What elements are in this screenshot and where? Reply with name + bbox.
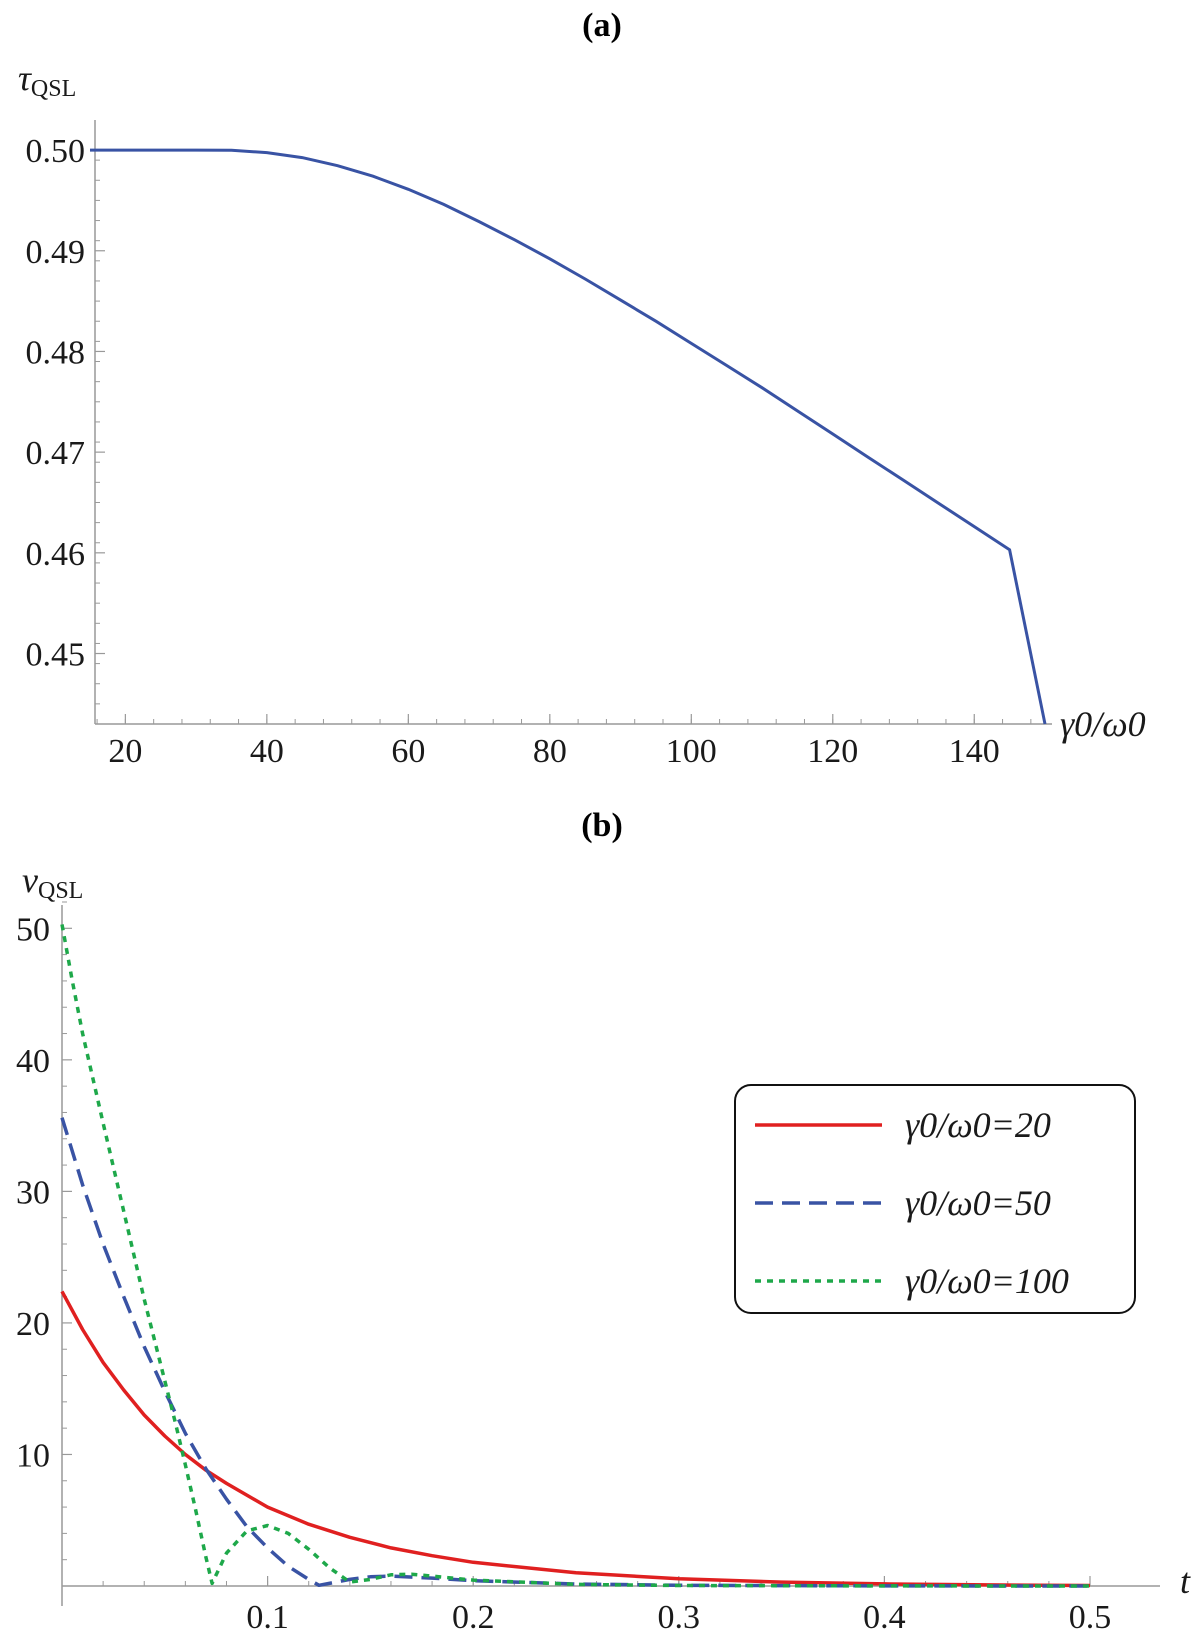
panel-a-x-tick-label: 100 [666,733,717,770]
panel-a-x-tick-label: 120 [807,733,858,770]
panel-a-x-tick-label: 40 [250,733,284,770]
panel-b-x-tick-label: 0.5 [1069,1599,1112,1636]
panel-b-y-tick-label: 20 [16,1306,50,1343]
panel-a-x-tick-label: 60 [391,733,425,770]
panel-b-series-line-3 [60,924,1091,1588]
panel-b-x-tick-label: 0.1 [246,1599,289,1636]
panel-a-ylabel: τQSL [18,58,76,102]
panel-b-x-tick-label: 0.4 [863,1599,906,1636]
panel-b-y-tick-label: 40 [16,1043,50,1080]
panel-a-y-tick-label: 0.45 [26,637,86,674]
panel-a-xlabel: γ0/ω0 [1060,704,1146,744]
panel-a-label: (a) [582,7,622,44]
panel-a-x-tick-label: 140 [949,733,1000,770]
panel-b-series [60,924,1091,1588]
panel-b-series-line-2 [60,1117,1091,1588]
panel-a-axes: 0.45 0.46 0.47 0.48 0.49 0.50 20 40 60 80 100 120 14… [26,120,1052,770]
panel-a-y-tick-label: 0.47 [26,435,86,472]
panel-b: (b) vQSL 10 20 30 40 50 0.1 0.2 0.3 0.4 0.5 t γ0/… [16,807,1191,1636]
panel-b-y-tick-label: 30 [16,1174,50,1211]
panel-b-x-tick-label: 0.2 [452,1599,495,1636]
panel-b-label: (b) [581,807,623,844]
panel-a-x-tick-label: 20 [108,733,142,770]
panel-b-ylabel: vQSL [22,860,83,904]
panel-b-y-tick-label: 50 [16,911,50,948]
legend-frame [734,1084,1136,1314]
panel-a-series [90,148,1047,725]
panel-a-y-tick-label: 0.48 [26,334,86,371]
legend-entry-label: γ0/ω0=100 [905,1261,1069,1301]
panel-b-series-line-1 [60,1290,1091,1588]
panel-a: (a) τQSL 0.45 0.46 0.47 0.48 0.49 0.50 20 40 60 8… [18,7,1146,770]
panel-a-x-tick-label: 80 [533,733,567,770]
panel-a-y-tick-label: 0.49 [26,234,86,271]
legend-entry-label: γ0/ω0=20 [905,1105,1051,1145]
panel-b-legend: γ0/ω0=20 γ0/ω0=50 γ0/ω0=100 [734,1084,1136,1314]
legend-entry-label: γ0/ω0=50 [905,1183,1051,1223]
panel-b-x-tick-label: 0.3 [658,1599,701,1636]
panel-a-series-line [90,148,1047,725]
panel-b-xlabel: t [1180,1561,1191,1601]
panel-a-y-tick-label: 0.46 [26,536,86,573]
panel-b-y-tick-label: 10 [16,1437,50,1474]
panel-a-y-tick-label: 0.50 [26,133,86,170]
